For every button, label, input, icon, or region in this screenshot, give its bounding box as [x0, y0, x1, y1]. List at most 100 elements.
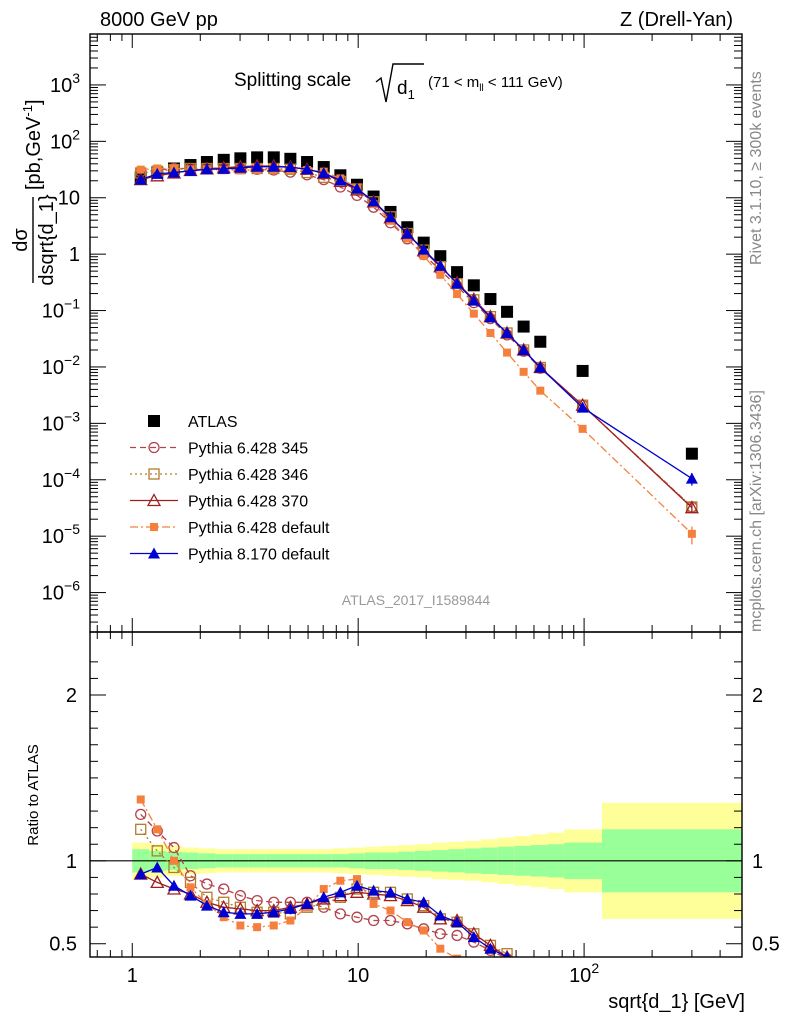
- data-point-atlas: [267, 151, 280, 164]
- data-point-p8def: [267, 160, 280, 172]
- data-point-p6def: [453, 290, 462, 299]
- y-tick-label: 103: [50, 70, 80, 97]
- ratio-line-p8def: [140, 866, 509, 957]
- ratio-point-p8def: [184, 889, 197, 901]
- y-tick-label: 10−1: [42, 296, 80, 323]
- legend-entry-atlas: ATLAS: [148, 414, 238, 431]
- ratio-point-p345: [367, 914, 380, 927]
- ratio-line-p345: [140, 813, 506, 957]
- ratio-point-p6def: [319, 885, 328, 894]
- y-tick-label-base: 10: [42, 583, 64, 605]
- ratio-point-p6def: [186, 883, 195, 892]
- data-point-p8def: [251, 160, 264, 172]
- data-point-atlas: [685, 447, 698, 460]
- data-point-p6def: [436, 270, 445, 279]
- data-point-atlas: [251, 151, 264, 164]
- ratio-y-tick-label-right: 0.5: [752, 934, 780, 956]
- ratio-point-p8def: [334, 886, 347, 898]
- data-point-p8def: [517, 343, 530, 355]
- y-tick-label-base: 10: [42, 357, 64, 379]
- ratio-point-p346: [135, 823, 147, 835]
- header-right: Z (Drell-Yan): [620, 9, 733, 31]
- data-point-p6def: [136, 165, 145, 174]
- legend-marker-p346: [148, 468, 160, 480]
- legend-marker-p370: [146, 493, 162, 507]
- x-tick-label-exp: 2: [591, 960, 599, 976]
- data-point-atlas: [501, 305, 514, 318]
- data-point-atlas: [284, 152, 297, 165]
- y-tick-label-exp: −1: [64, 296, 80, 312]
- ratio-point-p8def: [267, 906, 280, 918]
- y-tick-label: 10−4: [42, 465, 80, 492]
- ratio-point-p370: [150, 875, 165, 889]
- ylabel-unit-end: ]: [23, 99, 45, 105]
- legend-label-p6def: Pythia 6.428 default: [188, 520, 330, 537]
- ratio-point-p8def: [200, 899, 213, 911]
- ratio-point-p8def: [384, 886, 397, 898]
- ylabel-unit: [pb,GeV: [23, 116, 45, 190]
- ratio-point-p6def: [470, 971, 478, 979]
- y-tick-label-base: 10: [42, 301, 64, 323]
- data-point-p8def: [200, 163, 213, 175]
- ratio-point-p6def: [369, 899, 378, 908]
- ratio-y-axis-label: Ratio to ATLAS: [25, 744, 42, 845]
- ratio-y-tick-label-right: 2: [752, 685, 763, 707]
- legend-label-p345: Pythia 6.428 345: [188, 441, 308, 458]
- ratio-point-p6def: [253, 923, 262, 932]
- ratio-point-p6def: [286, 916, 295, 925]
- ratio-point-p6def: [236, 921, 245, 930]
- data-point-p6def: [536, 386, 545, 395]
- data-point-p8def: [501, 327, 514, 338]
- data-point-atlas: [434, 250, 447, 263]
- data-point-p8def: [417, 243, 430, 255]
- series-line-p8def: [140, 166, 693, 480]
- ratio-point-p370: [349, 884, 365, 898]
- y-tick-label-exp: −3: [64, 408, 80, 424]
- y-tick-label-base: 10: [58, 188, 80, 210]
- ratio-point-p345: [218, 883, 230, 895]
- data-point-p8def: [451, 277, 464, 289]
- ratio-point-p345: [451, 929, 463, 942]
- y-tick-label-base: 10: [42, 526, 64, 548]
- data-point-p8def: [184, 164, 197, 176]
- ylabel-den: dsqrt{d_1}: [36, 194, 58, 286]
- title-cut-sub: ll: [479, 83, 483, 94]
- data-point-atlas: [517, 320, 530, 333]
- data-point-p8def: [434, 259, 447, 271]
- data-point-atlas: [467, 279, 480, 292]
- y-tick-label-exp: −2: [64, 352, 80, 368]
- ratio-point-p346: [151, 845, 163, 857]
- legend: ATLAS Pythia 6.428 345 Pythia 6.428 346 Pyt…: [130, 414, 330, 564]
- ratio-point-p346: [519, 962, 529, 972]
- ratio-point-p8def: [284, 902, 297, 914]
- ratio-y-tick-label-right: 1: [752, 851, 763, 873]
- legend-label-p346: Pythia 6.428 346: [188, 467, 308, 484]
- ratio-point-p8def: [367, 884, 380, 896]
- data-point-p8def: [301, 163, 314, 175]
- series-p370: [133, 158, 699, 514]
- data-point-p8def: [384, 211, 397, 223]
- y-tick-label: 10: [58, 188, 80, 210]
- ratio-point-p345: [201, 878, 213, 890]
- ratio-point-p6def: [436, 944, 445, 953]
- ratio-point-p8def: [301, 897, 314, 909]
- y-tick-label-base: 10: [42, 470, 64, 492]
- data-point-atlas: [217, 153, 230, 166]
- ratio-y-tick-label: 2: [66, 685, 77, 707]
- ratio-uncertainty-bands: [90, 802, 742, 919]
- legend-entry-p345: Pythia 6.428 345: [130, 441, 308, 458]
- data-point-atlas: [534, 335, 547, 348]
- ratio-point-p8def: [317, 891, 330, 903]
- analysis-id: ATLAS_2017_I1589844: [342, 592, 491, 608]
- data-point-p8def: [134, 173, 147, 185]
- ratio-point-p6def: [336, 876, 345, 885]
- ratio-y-tick-label: 1: [66, 851, 77, 873]
- axis-ticks: 1 10 10210−610−510−410−310−210−11101021030…: [42, 33, 780, 987]
- data-point-p8def: [317, 166, 330, 178]
- ratio-point-p8def: [434, 909, 447, 921]
- series-p345: [135, 162, 698, 513]
- ratio-point-p6def: [403, 918, 412, 927]
- svg-text:dσ: dσ: [10, 228, 32, 252]
- x-tick-label: 1: [127, 965, 138, 987]
